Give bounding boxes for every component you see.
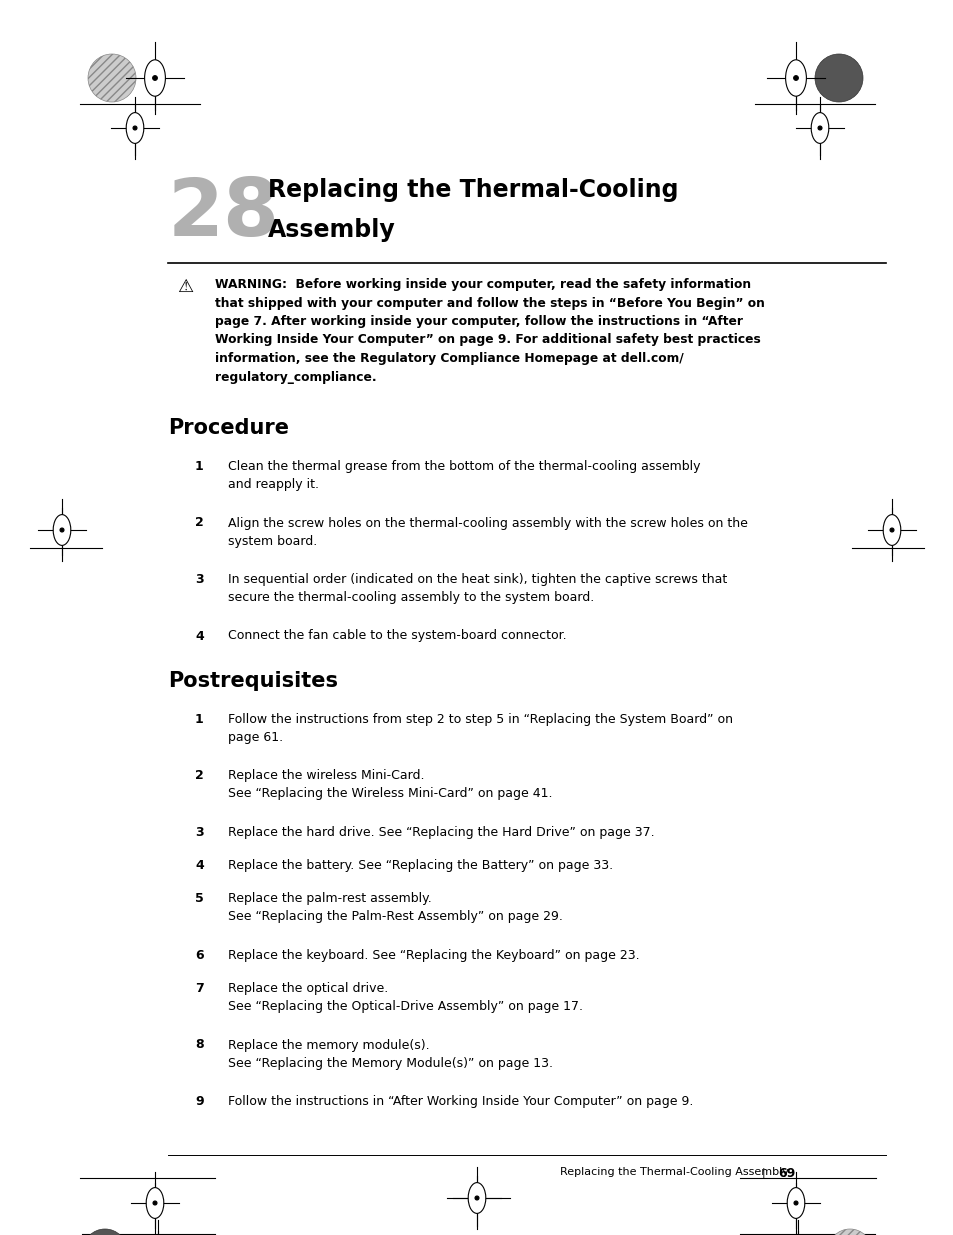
Text: 4: 4 [194,630,204,642]
Ellipse shape [882,515,900,546]
Circle shape [793,1200,797,1205]
Text: 4: 4 [194,860,204,872]
Circle shape [889,529,893,532]
Circle shape [827,1229,871,1235]
Text: Replace the hard drive. See “Replacing the Hard Drive” on page 37.: Replace the hard drive. See “Replacing t… [228,826,654,839]
Text: Connect the fan cable to the system-board connector.: Connect the fan cable to the system-boar… [228,630,566,642]
Text: Replace the keyboard. See “Replacing the Keyboard” on page 23.: Replace the keyboard. See “Replacing the… [228,948,639,962]
Text: Assembly: Assembly [268,219,395,242]
Circle shape [60,529,64,532]
Text: Follow the instructions from step 2 to step 5 in “Replacing the System Board” on: Follow the instructions from step 2 to s… [228,713,732,743]
Text: ⚠: ⚠ [177,278,193,296]
Text: 1: 1 [194,459,204,473]
Circle shape [475,1195,478,1200]
Text: 8: 8 [194,1039,203,1051]
Circle shape [817,126,821,130]
Text: Replacing the Thermal-Cooling: Replacing the Thermal-Cooling [268,178,678,203]
Text: |: | [761,1167,765,1177]
Circle shape [83,1229,127,1235]
Ellipse shape [468,1183,485,1214]
Text: Replace the palm-rest assembly.
See “Replacing the Palm-Rest Assembly” on page 2: Replace the palm-rest assembly. See “Rep… [228,892,562,924]
Text: 2: 2 [194,516,204,530]
Circle shape [152,1200,157,1205]
Text: Replace the battery. See “Replacing the Battery” on page 33.: Replace the battery. See “Replacing the … [228,860,613,872]
Text: 69: 69 [778,1167,795,1179]
Ellipse shape [810,112,828,143]
Circle shape [814,54,862,103]
Circle shape [132,126,137,130]
Text: In sequential order (indicated on the heat sink), tighten the captive screws tha: In sequential order (indicated on the he… [228,573,726,604]
Text: 9: 9 [194,1095,203,1108]
Text: Replacing the Thermal-Cooling Assembly: Replacing the Thermal-Cooling Assembly [559,1167,788,1177]
Circle shape [88,54,136,103]
Text: Procedure: Procedure [168,417,289,438]
Text: Postrequisites: Postrequisites [168,671,337,690]
Text: 28: 28 [168,175,280,253]
Circle shape [793,75,798,80]
Ellipse shape [786,1188,804,1219]
Text: 2: 2 [194,769,204,782]
Text: 1: 1 [194,713,204,726]
Text: 3: 3 [194,573,203,585]
Text: 6: 6 [194,948,203,962]
Text: WARNING:  Before working inside your computer, read the safety information
that : WARNING: Before working inside your comp… [214,278,764,384]
Text: Clean the thermal grease from the bottom of the thermal-cooling assembly
and rea: Clean the thermal grease from the bottom… [228,459,700,492]
Text: Replace the wireless Mini-Card.
See “Replacing the Wireless Mini-Card” on page 4: Replace the wireless Mini-Card. See “Rep… [228,769,552,800]
Text: Follow the instructions in “After Working Inside Your Computer” on page 9.: Follow the instructions in “After Workin… [228,1095,693,1108]
Ellipse shape [145,59,165,96]
Text: 7: 7 [194,982,204,995]
Ellipse shape [53,515,71,546]
Ellipse shape [146,1188,164,1219]
Text: Align the screw holes on the thermal-cooling assembly with the screw holes on th: Align the screw holes on the thermal-coo… [228,516,747,547]
Ellipse shape [784,59,805,96]
Text: 3: 3 [194,826,203,839]
Text: 5: 5 [194,892,204,905]
Text: Replace the optical drive.
See “Replacing the Optical-Drive Assembly” on page 17: Replace the optical drive. See “Replacin… [228,982,582,1013]
Ellipse shape [126,112,144,143]
Text: Replace the memory module(s).
See “Replacing the Memory Module(s)” on page 13.: Replace the memory module(s). See “Repla… [228,1039,553,1070]
Circle shape [152,75,157,80]
